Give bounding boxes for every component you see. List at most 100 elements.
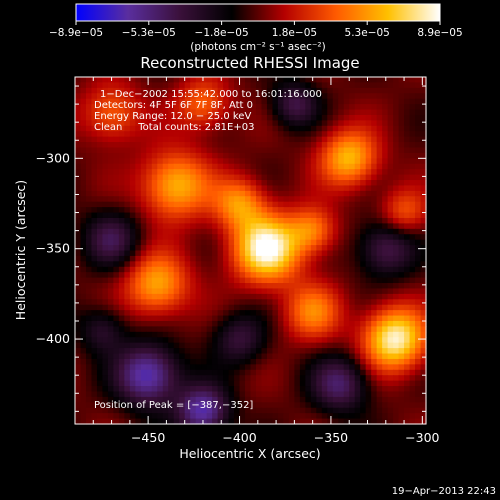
- heatmap-cell: [157, 277, 164, 284]
- heatmap-cell: [96, 158, 104, 165]
- heatmap-cell: [245, 348, 252, 355]
- heatmap-cell: [305, 407, 312, 414]
- heatmap-cell: [343, 299, 350, 306]
- heatmap-cell: [288, 396, 295, 403]
- heatmap-cell: [157, 82, 164, 89]
- heatmap-cell: [250, 82, 257, 89]
- heatmap-cell: [113, 364, 120, 371]
- heatmap-cell: [206, 288, 213, 295]
- heatmap-cell: [261, 272, 268, 279]
- heatmap-cell: [398, 250, 405, 257]
- heatmap-cell: [96, 402, 104, 409]
- heatmap-cell: [272, 310, 279, 317]
- heatmap-cell: [190, 239, 197, 246]
- heatmap-cell: [102, 190, 109, 197]
- heatmap-cell: [277, 223, 284, 230]
- heatmap-cell: [190, 326, 197, 333]
- heatmap-cell: [404, 353, 411, 360]
- heatmap-cell: [338, 217, 345, 224]
- heatmap-cell: [124, 147, 131, 154]
- heatmap-cell: [343, 380, 350, 387]
- heatmap-cell: [113, 348, 120, 355]
- heatmap-cell: [96, 212, 104, 219]
- heatmap-cell: [332, 201, 339, 208]
- heatmap-cell: [343, 169, 350, 176]
- heatmap-cell: [250, 315, 257, 322]
- heatmap-cell: [305, 396, 312, 403]
- heatmap-cell: [151, 245, 158, 252]
- heatmap-cell: [107, 201, 114, 208]
- heatmap-cell: [75, 277, 82, 284]
- heatmap-cell: [184, 196, 191, 203]
- heatmap-cell: [365, 402, 372, 409]
- heatmap-cell: [234, 315, 241, 322]
- heatmap-cell: [299, 293, 306, 300]
- heatmap-cell: [75, 407, 82, 414]
- heatmap-cell: [223, 277, 230, 284]
- heatmap-cell: [162, 223, 169, 230]
- heatmap-cell: [151, 337, 158, 344]
- heatmap-cell: [277, 358, 284, 365]
- heatmap-cell: [305, 380, 312, 387]
- heatmap-cell: [321, 304, 328, 311]
- heatmap-cell: [365, 364, 372, 371]
- heatmap-cell: [223, 320, 230, 327]
- heatmap-cell: [288, 104, 295, 111]
- heatmap-cell: [75, 369, 82, 376]
- heatmap-cell: [206, 142, 213, 149]
- heatmap-cell: [354, 310, 361, 317]
- heatmap-cell: [409, 250, 416, 257]
- heatmap-cell: [310, 120, 317, 127]
- heatmap-cell: [420, 136, 427, 143]
- heatmap-cell: [184, 348, 191, 355]
- heatmap-cell: [261, 380, 268, 387]
- heatmap-cell: [107, 375, 114, 382]
- heatmap-cell: [190, 342, 197, 349]
- heatmap-cell: [371, 125, 378, 132]
- heatmap-cell: [398, 158, 405, 165]
- heatmap-cell: [151, 391, 158, 398]
- heatmap-cell: [343, 217, 350, 224]
- heatmap-cell: [201, 320, 208, 327]
- heatmap-cell: [327, 320, 334, 327]
- heatmap-cell: [349, 261, 356, 268]
- heatmap-cell: [349, 234, 356, 241]
- heatmap-cell: [80, 380, 87, 387]
- heatmap-cell: [294, 142, 301, 149]
- heatmap-cell: [245, 320, 252, 327]
- heatmap-cell: [261, 396, 268, 403]
- heatmap-cell: [327, 207, 334, 214]
- heatmap-cell: [129, 413, 136, 420]
- heatmap-cell: [201, 114, 208, 121]
- heatmap-cell: [365, 358, 372, 365]
- heatmap-cell: [96, 136, 104, 143]
- heatmap-cell: [387, 120, 394, 127]
- peak-position-label: Position of Peak = [−387,−352]: [94, 400, 253, 411]
- heatmap-cell: [338, 331, 345, 338]
- heatmap-cell: [266, 320, 274, 327]
- heatmap-cell: [349, 369, 356, 376]
- heatmap-cell: [168, 152, 175, 159]
- heatmap-cell: [157, 147, 164, 154]
- heatmap-cell: [228, 331, 235, 338]
- heatmap-cell: [316, 201, 323, 208]
- heatmap-cell: [371, 396, 378, 403]
- heatmap-cell: [217, 234, 224, 241]
- heatmap-cell: [173, 277, 180, 284]
- heatmap-cell: [398, 380, 405, 387]
- heatmap-cell: [420, 142, 427, 149]
- heatmap-cell: [398, 98, 405, 105]
- heatmap-cell: [261, 304, 268, 311]
- heatmap-cell: [371, 158, 378, 165]
- heatmap-cell: [129, 396, 136, 403]
- heatmap-cell: [157, 174, 164, 181]
- heatmap-cell: [146, 304, 153, 311]
- heatmap-cell: [283, 299, 290, 306]
- heatmap-cell: [91, 190, 98, 197]
- heatmap-cell: [206, 250, 213, 257]
- heatmap-cell: [239, 190, 246, 197]
- heatmap-cell: [250, 142, 257, 149]
- heatmap-cell: [201, 190, 208, 197]
- heatmap-cell: [354, 358, 361, 365]
- heatmap-cell: [234, 369, 241, 376]
